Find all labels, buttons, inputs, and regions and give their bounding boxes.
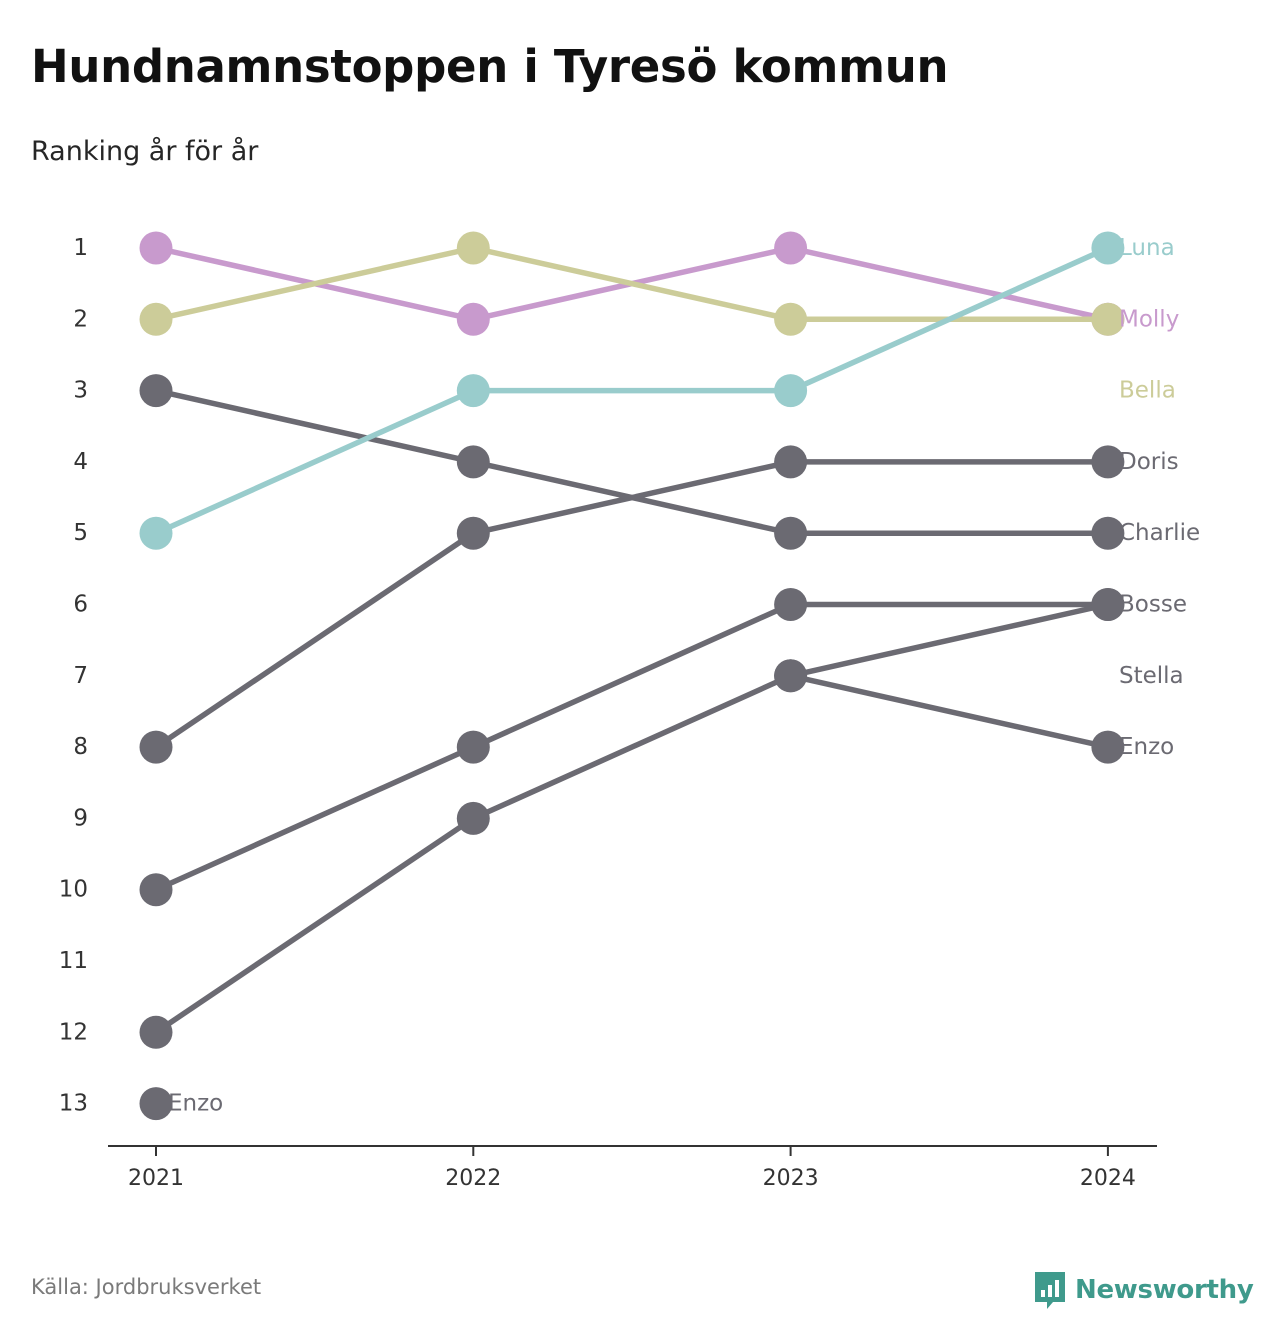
data-point <box>774 659 808 693</box>
data-point <box>1091 231 1125 265</box>
data-point <box>139 302 173 336</box>
data-point <box>1091 445 1125 479</box>
series-label-enzo: Enzo <box>1119 734 1174 760</box>
series-charlie <box>139 374 1125 550</box>
series-line <box>154 601 1108 893</box>
data-point <box>1091 516 1125 550</box>
y-tick-label: 6 <box>73 592 88 618</box>
data-point <box>774 374 808 408</box>
y-tick-label: 13 <box>59 1091 88 1117</box>
data-point <box>1091 730 1125 764</box>
data-point <box>139 516 173 550</box>
chart-title: Hundnamnstoppen i Tyresö kommun <box>31 40 949 93</box>
series-label-charlie: Charlie <box>1119 520 1200 546</box>
brand-name: Newsworthy <box>1075 1275 1254 1305</box>
y-tick-label: 1 <box>73 235 88 261</box>
data-point <box>456 302 490 336</box>
y-tick-label: 12 <box>59 1019 88 1045</box>
data-point <box>139 873 173 907</box>
series-line <box>789 673 1109 750</box>
data-point <box>456 445 490 479</box>
series-line <box>154 601 1109 1035</box>
data-point <box>456 730 490 764</box>
data-point <box>1091 302 1125 336</box>
data-point <box>774 231 808 265</box>
y-tick-label: 11 <box>59 948 88 974</box>
series-label-stella: Stella <box>1119 663 1184 689</box>
data-point <box>774 588 808 621</box>
series-enzo <box>774 659 1125 764</box>
series-label-luna: Luna <box>1119 235 1175 261</box>
series-line <box>155 387 1108 536</box>
series-bella <box>139 231 1125 336</box>
y-tick-label: 10 <box>59 877 88 903</box>
data-point <box>456 516 490 550</box>
data-point <box>139 374 173 408</box>
data-point <box>456 231 490 265</box>
x-tick-label: 2024 <box>1080 1166 1136 1191</box>
source-note: Källa: Jordbruksverket <box>31 1275 262 1299</box>
x-axis: 2021 2022 2023 2024 <box>108 1145 1157 1191</box>
data-point <box>139 1015 173 1049</box>
chart-subtitle: Ranking år för år <box>31 136 259 167</box>
y-tick-label: 2 <box>73 306 88 332</box>
point-label: Enzo <box>168 1091 223 1117</box>
series-line <box>155 245 1108 323</box>
series-label-molly: Molly <box>1119 306 1179 332</box>
data-point <box>774 445 808 479</box>
y-tick-label: 5 <box>73 520 88 546</box>
y-tick-label: 9 <box>73 805 88 831</box>
series-luna <box>139 231 1125 550</box>
series-line <box>154 245 1110 536</box>
y-tick-label: 8 <box>73 734 88 760</box>
series-label-bella: Bella <box>1119 378 1176 404</box>
data-point <box>1091 588 1125 621</box>
brand-logo[interactable]: Newsworthy <box>1033 1268 1254 1312</box>
x-tick-label: 2023 <box>763 1166 819 1191</box>
x-tick-label: 2022 <box>445 1166 501 1191</box>
data-point <box>456 374 490 408</box>
newsworthy-logo-icon <box>1035 1272 1065 1309</box>
data-point <box>774 516 808 550</box>
x-tick-label: 2021 <box>128 1166 184 1191</box>
data-point <box>456 801 490 835</box>
data-point <box>139 1087 173 1121</box>
y-tick-label: 4 <box>73 449 88 475</box>
data-point <box>139 730 173 764</box>
y-tick-label: 7 <box>73 663 88 689</box>
data-point <box>774 302 808 336</box>
y-tick-label: 3 <box>73 378 88 404</box>
data-point <box>139 231 173 265</box>
series-label-doris: Doris <box>1119 449 1179 475</box>
series-label-bosse: Bosse <box>1119 592 1187 618</box>
